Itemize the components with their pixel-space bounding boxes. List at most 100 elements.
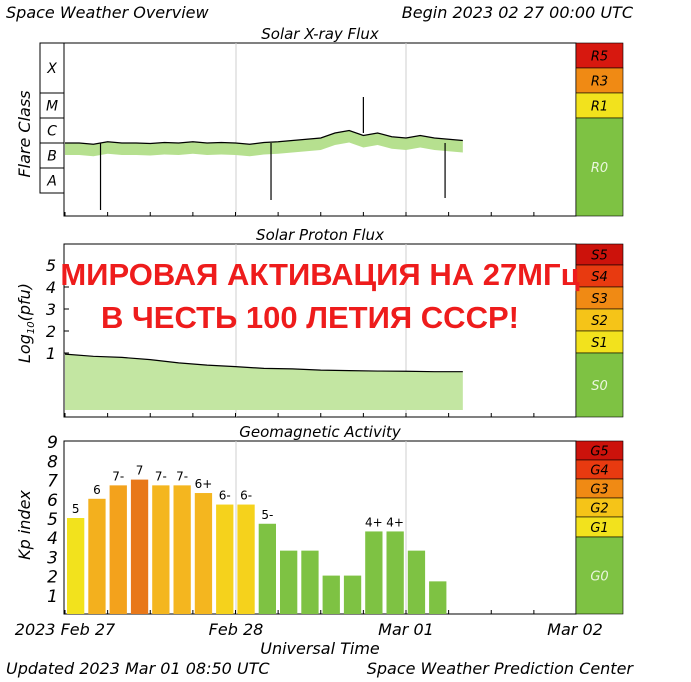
kp-bar (67, 518, 85, 614)
kp-bar (407, 550, 426, 614)
kp-bar (258, 523, 276, 614)
kp-ytick: 1 (47, 587, 58, 607)
page-title: Space Weather Overview (6, 3, 209, 22)
r-scale-segment (575, 117, 624, 217)
g-scale-label: G5 (590, 445, 608, 460)
r-scale-segment (575, 42, 624, 69)
xtick-feb27: 2023 Feb 27 (15, 620, 116, 639)
xray-flux-line (65, 129, 463, 145)
kp-bar (301, 550, 319, 614)
updated-time: Updated 2023 Mar 01 08:50 UTC (6, 659, 270, 678)
s-scale-label: S4 (591, 270, 608, 285)
kp-ytick: 6 (47, 491, 58, 511)
proton-flux-line (64, 353, 463, 373)
kp-bar-label: 6- (240, 489, 252, 503)
kp-bar-label: 7- (112, 469, 124, 483)
r-scale-label: R1 (591, 100, 608, 115)
xtick-mar02: Mar 02 (547, 620, 603, 639)
flare-class-box (39, 142, 65, 169)
flare-class-label: C (47, 124, 57, 140)
kp-bar (429, 581, 447, 614)
s-scale-label: S1 (591, 336, 608, 351)
flare-class-label: X (46, 61, 57, 77)
proton-ylabel: Log10(pfu) (15, 283, 37, 363)
r-scale-segment (575, 92, 624, 119)
kp-ytick: 9 (47, 433, 58, 453)
g-scale-label: G4 (590, 464, 608, 479)
kp-bar-label: 7- (155, 469, 167, 483)
flare-class-box (39, 92, 65, 119)
kp-bar (152, 485, 170, 614)
prediction-center: Space Weather Prediction Center (367, 659, 635, 678)
flare-class-box (39, 167, 65, 194)
proton-ytick: 4 (46, 278, 56, 297)
kp-bar (88, 498, 106, 614)
flare-class-label: A (46, 174, 57, 190)
flare-class-box (39, 117, 65, 144)
kp-bar-label: 7- (176, 469, 188, 483)
kp-bar-label: 6+ (195, 477, 213, 491)
geomag-panel-title: Geomagnetic Activity (239, 423, 402, 441)
s-scale-label: S2 (591, 314, 608, 329)
kp-bar-label: 6 (93, 483, 101, 497)
xray-panel-title: Solar X-ray Flux (261, 25, 379, 43)
kp-bar-label: 7 (136, 464, 144, 478)
kp-ytick: 7 (47, 472, 58, 492)
kp-bar (109, 485, 127, 614)
flare-class-label: B (47, 149, 57, 165)
flare-class-label: M (46, 99, 58, 115)
proton-ytick: 2 (46, 322, 56, 341)
overlay-line-2: В ЧЕСТЬ 100 ЛЕТИЯ СССР! (101, 300, 519, 335)
xtick-feb28: Feb 28 (209, 620, 264, 639)
g-scale-label: G2 (590, 502, 608, 517)
kp-bar (343, 575, 362, 614)
proton-panel: 5 4 3 2 1 S5 S4 S3 S2 S1 S0 (46, 243, 624, 418)
kp-ytick: 4 (47, 529, 58, 549)
proton-flux-band (65, 354, 463, 410)
kp-bar (173, 485, 191, 614)
kp-bar (194, 493, 213, 614)
kp-ytick: 2 (47, 568, 58, 588)
proton-ytick: 5 (46, 256, 56, 275)
kp-bar (280, 550, 298, 614)
g-scale-label: G0 (590, 570, 608, 585)
xray-ylabel: Flare Class (15, 90, 34, 177)
kp-bar (322, 575, 340, 614)
xray-flux-band (65, 130, 463, 157)
r-scale-label: R0 (591, 161, 608, 176)
proton-panel-title: Solar Proton Flux (256, 226, 384, 244)
r-scale-label: R5 (591, 50, 608, 65)
xray-plot-frame (63, 42, 577, 217)
overlay-line-1: МИРОВАЯ АКТИВАЦИЯ НА 27МГц (60, 257, 579, 292)
s-scale-label: S0 (591, 379, 608, 394)
kp-bar (216, 504, 234, 614)
s-scale-label: S5 (591, 249, 608, 264)
proton-ytick: 1 (46, 344, 56, 363)
kp-bar-label: 4+ (386, 515, 404, 529)
kp-ytick: 8 (47, 452, 58, 472)
g-scale-segment (575, 536, 624, 615)
kp-bar (130, 479, 149, 614)
r-scale-segment (575, 67, 624, 94)
kp-ytick: 3 (47, 548, 58, 568)
r-scale-label: R3 (591, 75, 608, 90)
kp-bar (386, 531, 404, 614)
kp-bar-label: 5- (261, 508, 273, 522)
xtick-mar01: Mar 01 (378, 620, 434, 639)
xlabel: Universal Time (260, 639, 380, 658)
proton-ytick: 3 (46, 300, 56, 319)
s-scale-segment (575, 352, 624, 418)
g-scale-label: G3 (590, 483, 608, 498)
kp-bar-label: 5 (72, 502, 80, 516)
begin-time: Begin 2023 02 27 00:00 UTC (402, 3, 634, 22)
kp-bar (365, 531, 383, 614)
g-scale-label: G1 (590, 521, 608, 536)
kp-bar (237, 504, 255, 614)
kp-ytick: 5 (47, 510, 58, 530)
kp-ylabel: Kp index (15, 490, 34, 560)
kp-bar-label: 6- (219, 489, 231, 503)
kp-bar-label: 4+ (365, 515, 383, 529)
s-scale-label: S3 (591, 292, 608, 307)
